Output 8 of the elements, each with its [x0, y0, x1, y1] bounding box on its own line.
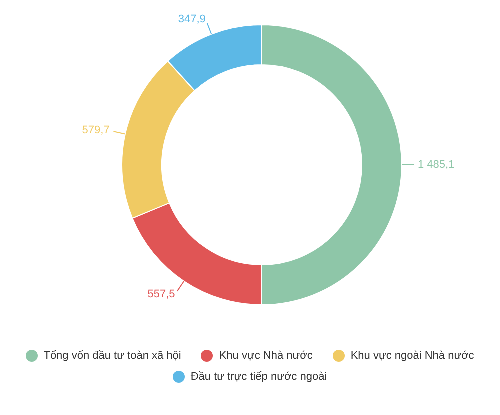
legend-label: Đầu tư trực tiếp nước ngoài — [190, 371, 328, 383]
data-label: 1 485,1 — [418, 159, 455, 171]
data-label: 557,5 — [148, 288, 176, 301]
data-label: 579,7 — [82, 124, 110, 137]
legend-label: Khu vực Nhà nước — [218, 350, 313, 362]
data-label: 347,9 — [178, 13, 206, 26]
legend-label: Khu vực ngoài Nhà nước — [350, 350, 474, 362]
legend-label: Tổng vốn đầu tư toàn xã hội — [42, 350, 182, 362]
